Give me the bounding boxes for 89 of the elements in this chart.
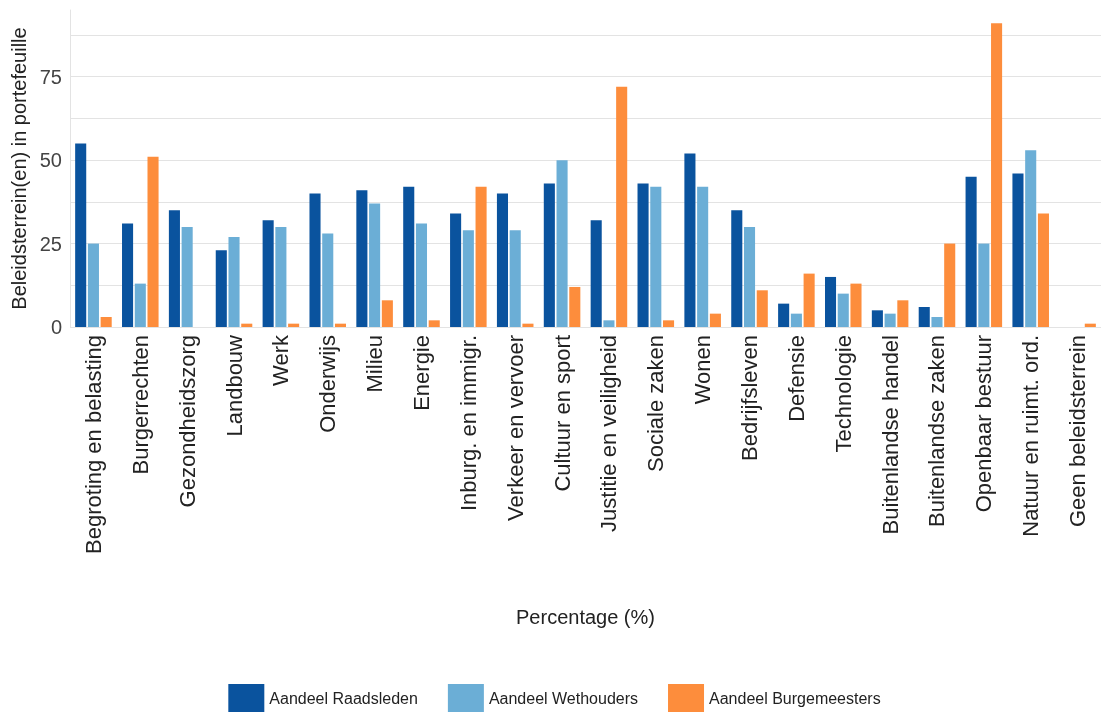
x-axis-title: Percentage (%) xyxy=(516,606,655,628)
bar xyxy=(603,320,615,327)
x-tick-label: Buitenlandse zaken xyxy=(924,335,950,528)
bar xyxy=(369,203,381,327)
bar xyxy=(1037,213,1049,327)
y-tick-label: 75 xyxy=(39,65,62,88)
bar xyxy=(134,283,146,327)
y-tick-label: 0 xyxy=(50,316,62,338)
x-tick-label: Wonen xyxy=(690,335,716,405)
bar xyxy=(147,156,159,327)
x-tick-label: Landbouw xyxy=(221,334,247,437)
x-tick-label: Sociale zaken xyxy=(643,335,669,472)
bar xyxy=(415,223,428,327)
bar xyxy=(731,210,743,327)
y-axis-title: Beleidsterrein(en) in portefeuille xyxy=(7,27,30,310)
x-tick-label: Bedrijfsleven xyxy=(737,335,763,461)
bar xyxy=(931,316,943,327)
x-tick-label: Begroting en belasting xyxy=(80,335,106,554)
bar xyxy=(743,226,756,327)
bar xyxy=(87,243,99,327)
bar xyxy=(1012,173,1024,327)
x-tick-label: Natuur en ruimt. ord. xyxy=(1018,335,1044,537)
x-tick-label: Onderwijs xyxy=(315,335,341,433)
bar xyxy=(75,143,87,327)
legend-label: Aandeel Wethouders xyxy=(488,689,639,707)
x-tick-label: Cultuur en sport xyxy=(549,335,575,492)
bar xyxy=(322,233,334,327)
bar xyxy=(778,303,790,327)
bar xyxy=(543,183,555,327)
bar xyxy=(965,176,977,327)
x-tick-label: Inburg. en immigr. xyxy=(455,335,481,512)
bar xyxy=(450,213,462,327)
bar xyxy=(650,186,662,327)
bar xyxy=(918,306,930,327)
bar xyxy=(1025,150,1037,327)
y-tick-label: 50 xyxy=(39,149,62,172)
legend-label: Aandeel Raadsleden xyxy=(269,689,418,707)
bar xyxy=(275,226,287,327)
bar xyxy=(871,310,883,327)
bar xyxy=(850,283,862,327)
bar xyxy=(509,230,521,327)
bar xyxy=(637,183,649,327)
bar xyxy=(381,300,393,327)
bar xyxy=(215,250,227,327)
bar xyxy=(122,223,134,327)
bar xyxy=(978,243,990,327)
x-tick-label: Technologie xyxy=(830,335,856,453)
bar xyxy=(181,226,193,327)
bar xyxy=(475,186,487,327)
y-tick-label: 25 xyxy=(39,232,62,255)
bar xyxy=(697,186,709,327)
bar xyxy=(496,193,508,327)
bar xyxy=(756,290,768,327)
bar xyxy=(897,300,909,327)
bar xyxy=(590,220,602,327)
bar xyxy=(168,210,180,327)
x-tick-label: Milieu xyxy=(362,335,388,393)
bar xyxy=(309,193,321,327)
bar xyxy=(684,153,696,327)
x-tick-label: Defensie xyxy=(783,335,809,422)
x-tick-label: Burgerrechten xyxy=(127,335,153,475)
bar xyxy=(569,286,581,327)
bar xyxy=(824,276,837,327)
x-tick-label: Gezondheidszorg xyxy=(174,335,200,508)
bar xyxy=(837,293,849,327)
bar xyxy=(462,230,474,327)
bar xyxy=(556,160,568,327)
bar xyxy=(944,243,956,327)
x-tick-label: Werk xyxy=(268,334,294,386)
bar xyxy=(428,320,440,327)
bar xyxy=(803,273,815,327)
bar xyxy=(790,313,802,327)
bar xyxy=(100,316,112,327)
bar xyxy=(356,190,368,327)
bar xyxy=(991,23,1003,327)
legend-label: Aandeel Burgemeesters xyxy=(709,689,881,707)
bar xyxy=(663,320,675,327)
bar xyxy=(262,220,274,327)
x-tick-label: Buitenlandse handel xyxy=(877,335,903,535)
x-tick-label: Geen beleidsterrein xyxy=(1065,335,1091,528)
x-tick-label: Energie xyxy=(408,335,434,411)
x-tick-label: Verkeer en vervoer xyxy=(502,335,528,521)
bar xyxy=(616,86,628,327)
bar xyxy=(403,186,415,327)
x-tick-label: Openbaar bestuur xyxy=(971,335,997,513)
bar xyxy=(884,313,896,327)
bar xyxy=(228,236,240,327)
x-tick-label: Justitie en veiligheid xyxy=(596,335,622,532)
bar xyxy=(709,313,721,327)
